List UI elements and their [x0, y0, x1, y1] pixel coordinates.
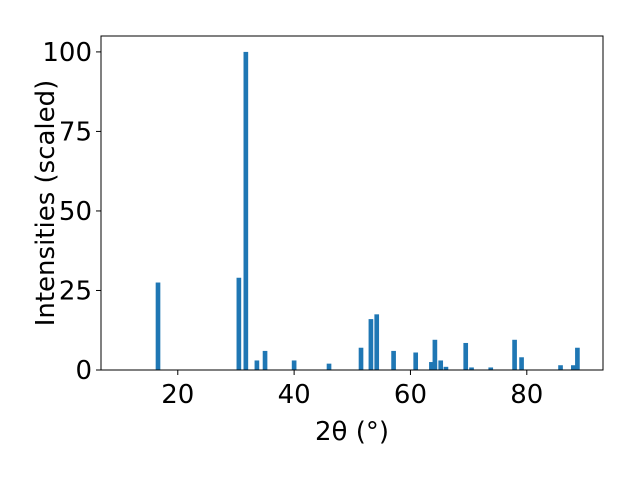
plot-frame — [100, 35, 604, 371]
y-tick-label: 50 — [59, 197, 92, 227]
bar — [155, 282, 161, 370]
bar — [391, 350, 396, 370]
y-axis-label: Intensities (scaled) — [31, 80, 61, 327]
y-tick-label: 25 — [59, 276, 92, 306]
bar — [243, 51, 249, 371]
x-tick-label: 60 — [394, 380, 427, 410]
x-tick-label: 20 — [161, 380, 194, 410]
bar — [236, 277, 242, 370]
bar — [488, 367, 494, 370]
bar — [571, 365, 576, 370]
y-tick-label: 75 — [59, 117, 92, 147]
bar — [469, 367, 474, 370]
bar — [519, 357, 524, 370]
bar — [358, 347, 364, 370]
bar — [432, 339, 438, 370]
x-axis-label: 2θ (°) — [315, 417, 389, 447]
bar — [429, 362, 434, 370]
bar — [368, 319, 374, 370]
y-tick-label: 100 — [42, 38, 92, 68]
bar — [463, 342, 469, 370]
y-tick-label: 0 — [75, 356, 92, 386]
bar — [438, 360, 444, 370]
bar — [575, 347, 580, 370]
bar — [262, 350, 268, 370]
bar — [326, 363, 332, 370]
x-tick-label: 80 — [510, 380, 543, 410]
bar — [413, 352, 419, 370]
bar — [558, 365, 563, 370]
x-tick-label: 40 — [278, 380, 311, 410]
bar — [374, 314, 380, 370]
bar — [291, 360, 297, 370]
bar — [512, 339, 517, 370]
bar — [254, 360, 260, 370]
bar — [443, 366, 449, 370]
